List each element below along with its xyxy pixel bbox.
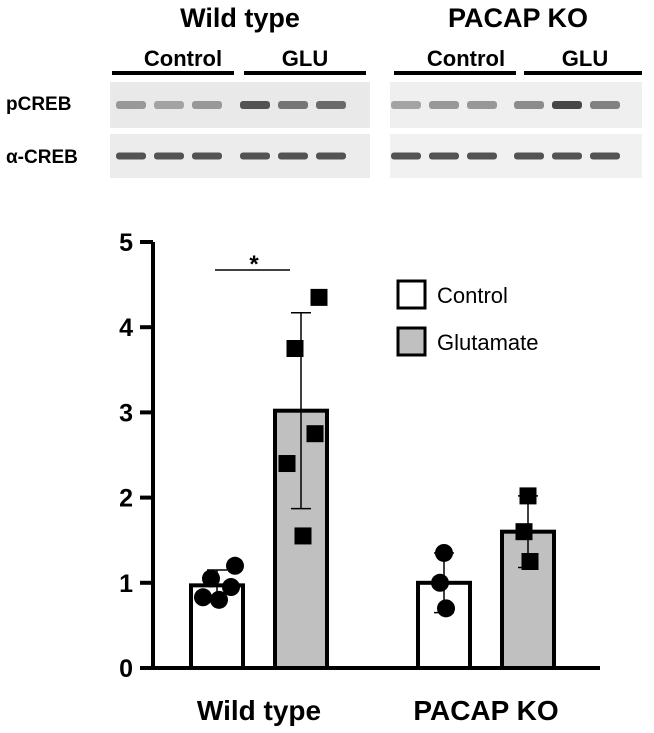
data-point [431,573,449,592]
blot-band [590,152,620,160]
y-tick-label: 3 [119,399,133,427]
blot-row-label-total-creb: α-CREB [6,147,78,168]
blot-band [116,152,146,160]
blot-band [514,152,544,160]
blot-title-pacap-ko: PACAP KO [448,3,588,33]
blot-band [391,101,421,109]
y-tick-label: 4 [119,314,133,342]
western-blot: Wild type PACAP KO Control GLU Control G… [6,3,642,178]
significance-star: * [249,251,259,278]
blot-band [278,101,308,109]
data-point [519,487,537,505]
data-point [226,556,244,575]
y-tick-label: 1 [119,570,133,598]
data-point [210,590,228,609]
blot-band [240,101,270,109]
y-tick-label: 2 [119,485,133,513]
legend: Control Glutamate [396,279,539,357]
data-point [310,288,328,306]
blot-band [552,152,582,160]
legend-swatch-glutamate [396,326,427,357]
x-category-wild-type: Wild type [197,695,321,726]
blot-group-ko-control: Control [427,46,505,71]
data-point [202,569,220,588]
legend-swatch-control [396,279,427,310]
y-tick-label: 0 [119,655,133,683]
y-ticks: 0 1 2 3 4 5 [119,229,153,683]
blot-row-label-pcreb: pCREB [6,94,71,115]
data-point [286,340,304,357]
error-bars [207,311,538,614]
blot-band [467,152,497,160]
data-point [437,599,455,618]
blot-band [154,101,184,109]
bars [189,408,556,671]
blot-band [316,101,346,109]
blot-band [552,101,582,109]
data-points [194,288,539,618]
data-point [194,588,212,607]
blot-bands [116,101,620,160]
blot-title-wild-type: Wild type [180,3,300,33]
data-point [521,553,539,570]
blot-band [154,152,184,160]
blot-group-wt-glu: GLU [282,46,328,71]
blot-band [590,101,620,109]
y-tick-label: 5 [119,229,133,257]
blot-band [514,101,544,109]
blot-band [192,101,222,109]
data-point [278,455,296,473]
data-point [435,543,453,562]
blot-band [467,101,497,109]
data-point [515,523,533,541]
blot-band [429,152,459,160]
blot-band [240,152,270,160]
blot-group-ko-glu: GLU [562,46,608,71]
blot-band [316,152,346,160]
legend-label-control: Control [437,283,508,308]
blot-band [429,101,459,109]
blot-band [192,152,222,160]
blot-band [391,152,421,160]
bar-chart: 0 1 2 3 4 5 * Wild type PACAP KO Control Glut… [119,229,600,726]
blot-group-wt-control: Control [144,46,222,71]
blot-band [278,152,308,160]
data-point [306,425,324,443]
x-category-pacap-ko: PACAP KO [413,695,558,726]
data-point [222,578,240,597]
legend-label-glutamate: Glutamate [437,330,539,355]
blot-band [116,101,146,109]
data-point [294,527,312,545]
